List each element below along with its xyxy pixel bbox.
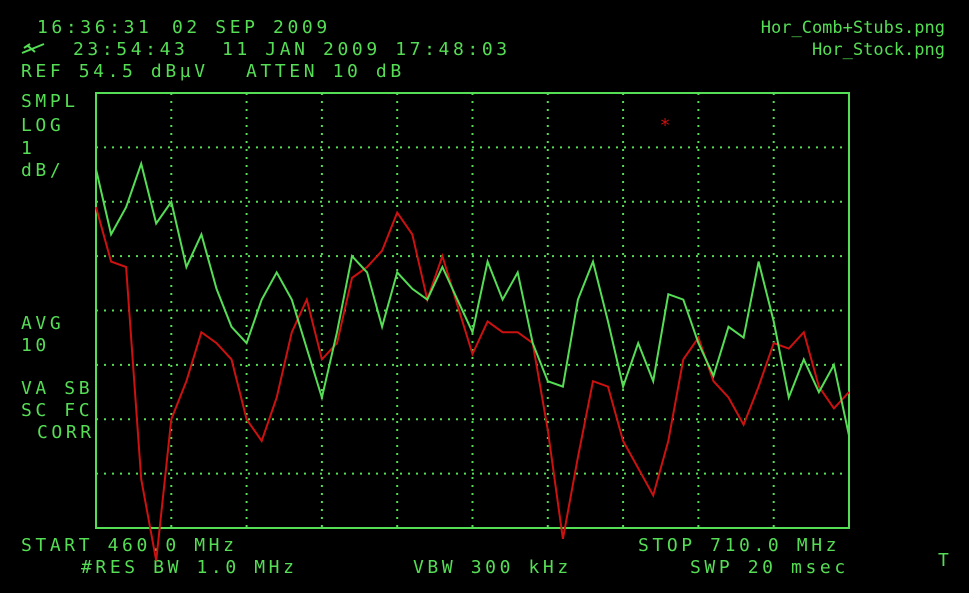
side-label: SMPL [21, 91, 79, 112]
legend-entry: Hor_Comb+Stubs.png [761, 18, 945, 38]
res-bw: #RES BW 1.0 MHz [81, 557, 298, 578]
legend-entry: Hor_Stock.png [812, 40, 945, 60]
side-label: 1 [21, 138, 35, 159]
ref-icon [21, 43, 45, 54]
side-label: SC FC [21, 400, 93, 421]
side-label: CORR [37, 422, 95, 443]
marker: * [660, 115, 671, 136]
vbw: VBW 300 kHz [413, 557, 572, 578]
side-label: 10 [21, 335, 50, 356]
ref-level: REF 54.5 dBµV [21, 61, 209, 82]
stop-freq: STOP 710.0 MHz [638, 535, 840, 556]
clock-date: 02 SEP 2009 [172, 17, 331, 38]
side-label: VA SB [21, 378, 93, 399]
trace [95, 160, 850, 436]
sweep: SWP 20 msec [690, 557, 849, 578]
atten: ATTEN 10 dB [246, 61, 405, 82]
side-label: LOG [21, 115, 64, 136]
clock-time: 16:36:31 [37, 17, 153, 38]
trigger: T [938, 550, 952, 571]
side-label: dB/ [21, 160, 64, 181]
trace [95, 206, 850, 561]
ref-datetime: 11 JAN 2009 17:48:03 [222, 39, 511, 60]
start-freq: START 460.0 MHz [21, 535, 238, 556]
ref-time: 23:54:43 [73, 39, 189, 60]
side-label: AVG [21, 313, 64, 334]
